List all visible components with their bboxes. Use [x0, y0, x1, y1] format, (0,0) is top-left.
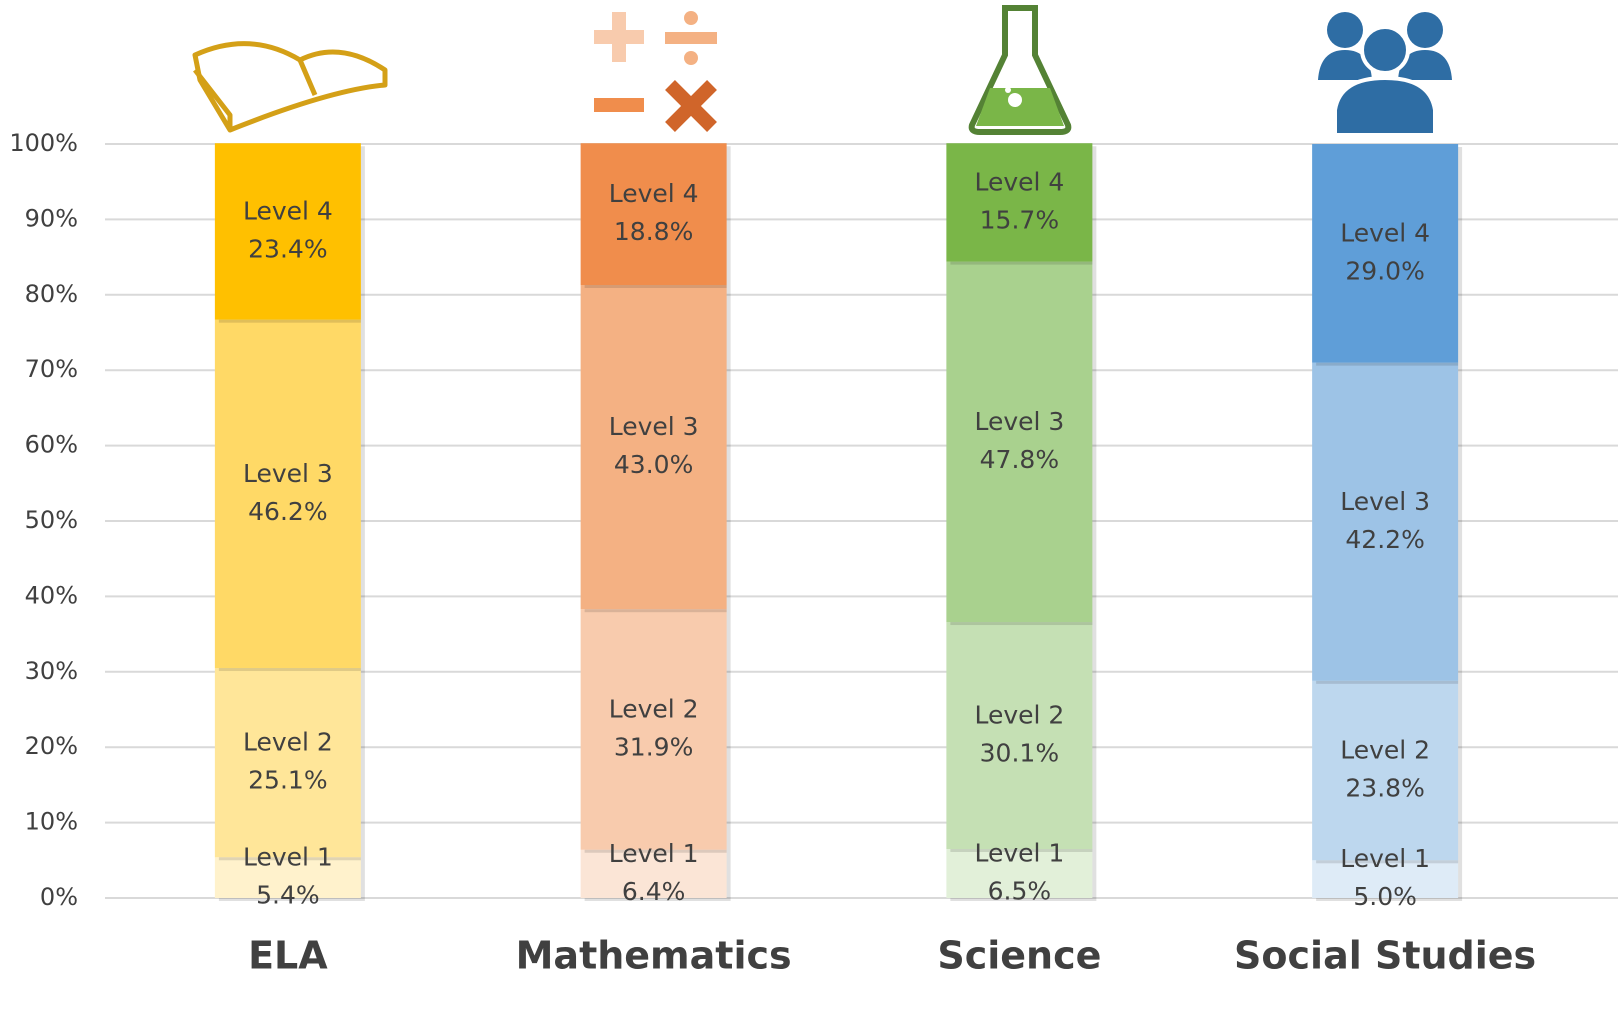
- segment-value: 42.2%: [1345, 525, 1424, 554]
- bar-segment: [946, 622, 1093, 849]
- segment-value: 15.7%: [980, 205, 1059, 234]
- bar-segment: [1312, 362, 1459, 681]
- x-tick-label: ELA: [248, 934, 328, 978]
- bar-segment: [1312, 860, 1459, 898]
- segment-value: 23.4%: [248, 234, 327, 263]
- segment-name: Level 4: [243, 196, 333, 225]
- people-icon: [1318, 12, 1452, 137]
- segment-value: 47.8%: [980, 445, 1059, 474]
- segment-value: 18.8%: [614, 217, 693, 246]
- segment-value: 6.4%: [622, 877, 686, 906]
- bar-segment: [214, 143, 361, 320]
- bar-segment: [946, 143, 1093, 262]
- segment-name: Level 2: [1340, 736, 1430, 765]
- y-tick-label: 80%: [25, 280, 78, 308]
- y-tick-label: 100%: [9, 129, 78, 157]
- y-tick-label: 50%: [25, 506, 78, 534]
- bar-segment: [214, 668, 361, 858]
- flask-icon: [968, 5, 1072, 135]
- segment-name: Level 4: [1340, 218, 1430, 247]
- book-icon: [192, 41, 388, 133]
- x-tick-label: Social Studies: [1234, 934, 1536, 978]
- segment-name: Level 1: [1340, 844, 1430, 873]
- math-icon: [594, 11, 717, 132]
- x-tick-label: Science: [937, 934, 1101, 978]
- y-tick-label: 70%: [25, 355, 78, 383]
- segment-name: Level 4: [609, 179, 699, 208]
- bar-segment: [1312, 680, 1459, 861]
- icons: [192, 5, 1452, 137]
- segment-name: Level 3: [1340, 487, 1430, 516]
- x-tick-label: Mathematics: [516, 934, 792, 978]
- segment-name: Level 1: [243, 843, 333, 872]
- segment-name: Level 1: [609, 839, 699, 868]
- y-tick-label: 60%: [25, 431, 78, 459]
- y-tick-label: 30%: [25, 657, 78, 685]
- segment-name: Level 3: [609, 412, 699, 441]
- segment-value: 5.4%: [256, 881, 320, 910]
- segment-name: Level 3: [243, 459, 333, 488]
- bar-segment: [580, 284, 727, 610]
- segment-value: 31.9%: [614, 732, 693, 761]
- segment-value: 29.0%: [1345, 256, 1424, 285]
- segment-value: 6.5%: [988, 876, 1052, 905]
- segment-value: 5.0%: [1353, 882, 1417, 911]
- segment-name: Level 4: [974, 167, 1064, 196]
- segment-name: Level 2: [243, 728, 333, 757]
- bar-segment: [214, 857, 361, 898]
- segment-name: Level 3: [974, 407, 1064, 436]
- bar-segment: [580, 143, 727, 285]
- segment-value: 46.2%: [248, 497, 327, 526]
- bar-segment: [946, 848, 1093, 898]
- segment-name: Level 2: [609, 694, 699, 723]
- y-tick-label: 10%: [25, 808, 78, 836]
- segment-name: Level 1: [974, 838, 1064, 867]
- bar-segment: [214, 319, 361, 669]
- y-tick-label: 90%: [25, 204, 78, 232]
- bar-segment: [946, 261, 1093, 623]
- bar-segment: [1312, 144, 1459, 363]
- y-tick-label: 40%: [25, 581, 78, 609]
- y-tick-label: 20%: [25, 732, 78, 760]
- segment-value: 25.1%: [248, 766, 327, 795]
- segment-value: 43.0%: [614, 450, 693, 479]
- bar-segment: [580, 609, 727, 850]
- bar-segment: [580, 849, 727, 898]
- segment-value: 23.8%: [1345, 774, 1424, 803]
- segment-name: Level 2: [974, 701, 1064, 730]
- segment-value: 30.1%: [980, 739, 1059, 768]
- y-tick-label: 0%: [40, 883, 78, 911]
